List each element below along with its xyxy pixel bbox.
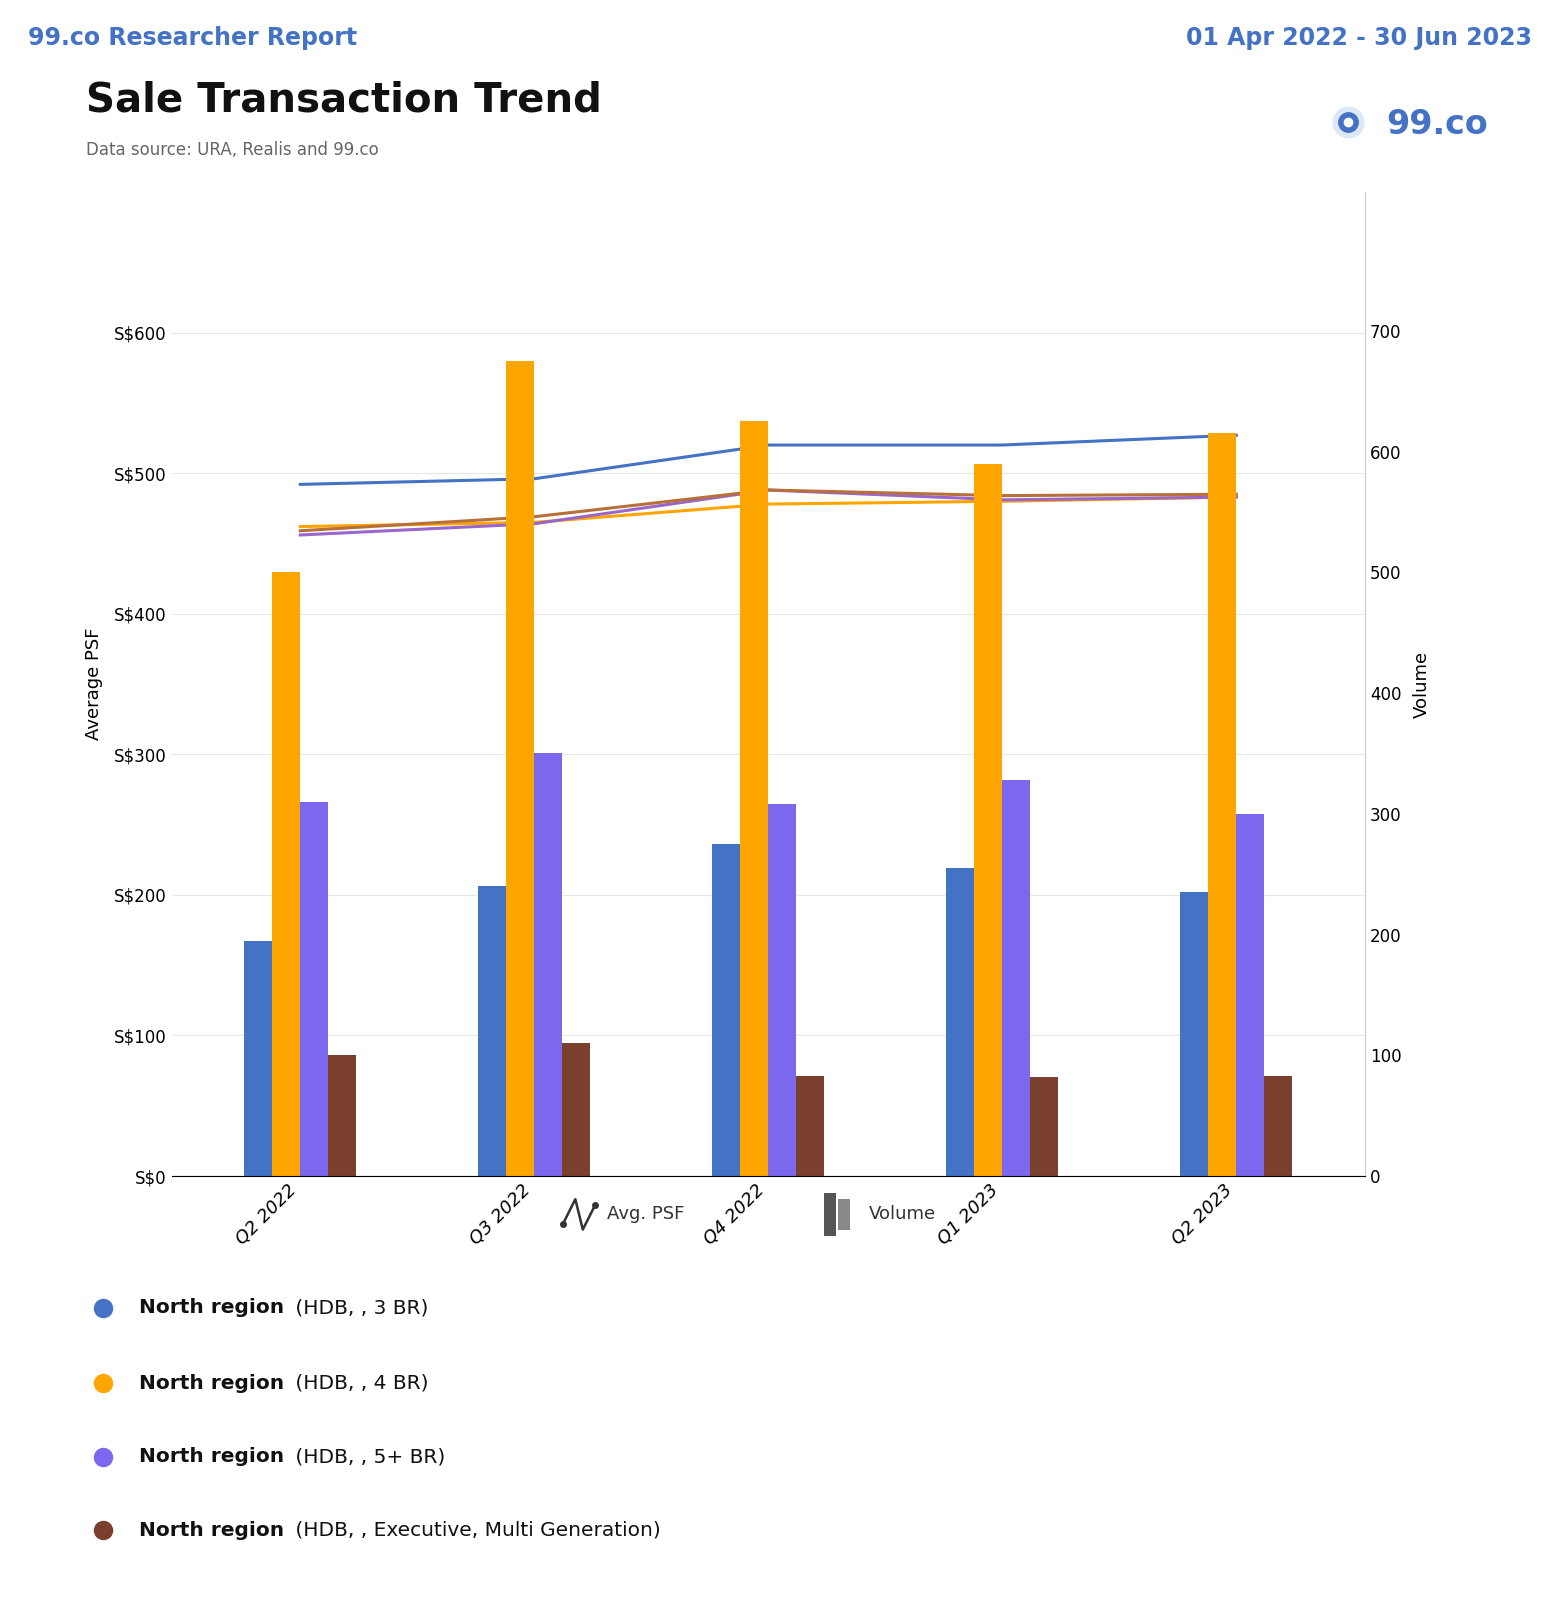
Bar	[975, 464, 1003, 1176]
Text: (HDB, , 3 BR): (HDB, , 3 BR)	[290, 1298, 429, 1317]
Bar	[713, 843, 741, 1176]
Bar	[1031, 1077, 1058, 1176]
Text: 99.co: 99.co	[1217, 1107, 1264, 1122]
Y-axis label: Volume: Volume	[1413, 651, 1431, 717]
Text: Volume: Volume	[869, 1205, 936, 1224]
Bar	[507, 362, 534, 1176]
Bar	[1209, 434, 1237, 1176]
Text: (HDB, , 5+ BR): (HDB, , 5+ BR)	[290, 1448, 446, 1466]
Bar	[535, 754, 563, 1176]
Text: Data source: URA, Realis and 99.co: Data source: URA, Realis and 99.co	[86, 141, 379, 158]
Text: North region: North region	[139, 1522, 284, 1539]
Bar	[769, 805, 797, 1176]
Bar	[1265, 1075, 1293, 1176]
Bar	[797, 1075, 825, 1176]
Bar	[1181, 893, 1209, 1176]
Bar	[273, 573, 301, 1176]
Text: Q2 2023 avg price psf: Q2 2023 avg price psf	[768, 186, 983, 203]
Text: 4-room: S$496: 4-room: S$496	[768, 290, 900, 304]
Text: Exec, Multi-gen: S$493: Exec, Multi-gen: S$493	[768, 400, 977, 414]
Text: 3-room: S$528: 3-room: S$528	[768, 235, 900, 250]
Text: Sale Transaction Trend: Sale Transaction Trend	[86, 80, 602, 120]
Text: (HDB, , 4 BR): (HDB, , 4 BR)	[290, 1373, 429, 1392]
Text: 5-room: S$483: 5-room: S$483	[768, 344, 900, 360]
Bar	[947, 869, 975, 1176]
Bar	[824, 1192, 836, 1237]
Bar	[1003, 779, 1031, 1176]
Bar	[838, 1200, 850, 1229]
Text: 01 Apr 2022 - 30 Jun 2023: 01 Apr 2022 - 30 Jun 2023	[1186, 26, 1532, 50]
Bar	[245, 941, 273, 1176]
Bar	[1237, 814, 1265, 1176]
Bar	[301, 802, 329, 1176]
Y-axis label: Average PSF: Average PSF	[84, 627, 103, 741]
Text: North region: North region	[139, 1373, 284, 1392]
Text: North region: North region	[139, 1298, 284, 1317]
Text: North region: North region	[139, 1448, 284, 1466]
Text: Avg. PSF: Avg. PSF	[607, 1205, 685, 1224]
Bar	[329, 1056, 357, 1176]
Bar	[563, 1043, 590, 1176]
Text: 99.co: 99.co	[1387, 107, 1488, 141]
Bar	[479, 886, 507, 1176]
Bar	[741, 421, 769, 1176]
Text: 99.co Researcher Report: 99.co Researcher Report	[28, 26, 357, 50]
Text: (HDB, , Executive, Multi Generation): (HDB, , Executive, Multi Generation)	[290, 1522, 661, 1539]
